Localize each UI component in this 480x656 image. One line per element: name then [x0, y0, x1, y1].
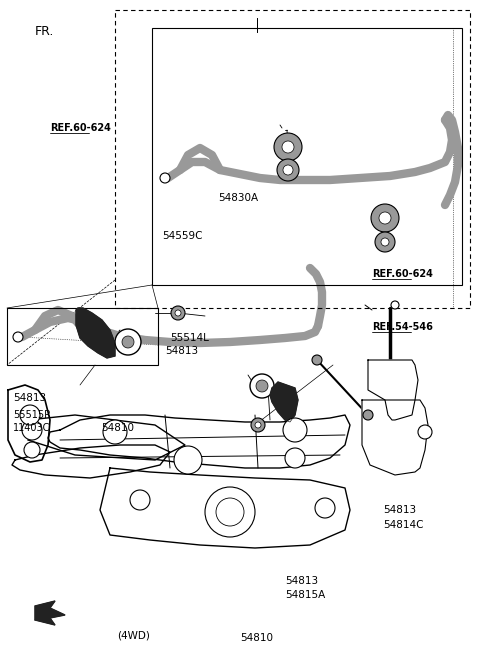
Text: 54830A: 54830A: [218, 193, 259, 203]
Circle shape: [250, 374, 274, 398]
Circle shape: [251, 418, 265, 432]
Circle shape: [375, 232, 395, 252]
Circle shape: [205, 487, 255, 537]
Circle shape: [122, 336, 134, 348]
Text: 54813: 54813: [13, 392, 47, 403]
Circle shape: [22, 420, 42, 440]
Text: 54813: 54813: [166, 346, 199, 356]
Circle shape: [363, 410, 373, 420]
Text: REF.54-546: REF.54-546: [372, 321, 433, 332]
Polygon shape: [368, 360, 418, 420]
Circle shape: [418, 425, 432, 439]
Circle shape: [277, 159, 299, 181]
Text: 54810: 54810: [240, 633, 273, 644]
Text: 11403C: 11403C: [13, 423, 51, 434]
Text: 54559C: 54559C: [162, 231, 203, 241]
Circle shape: [160, 173, 170, 183]
Text: 54810: 54810: [101, 423, 134, 434]
Circle shape: [391, 301, 399, 309]
Text: FR.: FR.: [35, 25, 54, 38]
Circle shape: [175, 310, 181, 316]
Text: 54814C: 54814C: [383, 520, 423, 530]
Circle shape: [379, 212, 391, 224]
Bar: [152, 28, 462, 285]
Circle shape: [174, 446, 202, 474]
Circle shape: [20, 405, 40, 425]
Polygon shape: [270, 382, 298, 422]
Text: 54813: 54813: [286, 575, 319, 586]
Text: 55515R: 55515R: [13, 409, 51, 420]
Circle shape: [216, 498, 244, 526]
Text: (4WD): (4WD): [118, 630, 150, 640]
Circle shape: [255, 422, 261, 428]
Text: 54815A: 54815A: [286, 590, 326, 600]
Polygon shape: [362, 400, 428, 475]
Bar: [115, 10, 470, 308]
Circle shape: [283, 165, 293, 175]
Circle shape: [285, 448, 305, 468]
Circle shape: [256, 380, 268, 392]
Circle shape: [115, 329, 141, 355]
Circle shape: [312, 355, 322, 365]
Polygon shape: [76, 308, 115, 358]
Circle shape: [24, 442, 40, 458]
Polygon shape: [35, 601, 65, 625]
Circle shape: [13, 332, 23, 342]
Circle shape: [371, 204, 399, 232]
Circle shape: [315, 498, 335, 518]
Text: REF.60-624: REF.60-624: [372, 269, 433, 279]
Circle shape: [283, 418, 307, 442]
Text: 54813: 54813: [383, 505, 416, 516]
Circle shape: [282, 141, 294, 153]
Circle shape: [103, 420, 127, 444]
Text: 55514L: 55514L: [170, 333, 209, 343]
Text: REF.60-624: REF.60-624: [50, 123, 111, 133]
Bar: [7, 308, 158, 365]
Circle shape: [171, 306, 185, 320]
Circle shape: [381, 238, 389, 246]
Circle shape: [274, 133, 302, 161]
Circle shape: [130, 490, 150, 510]
